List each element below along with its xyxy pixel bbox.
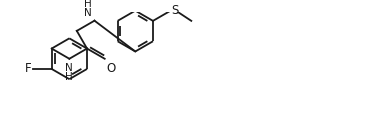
Text: O: O: [106, 62, 115, 75]
Text: F: F: [25, 62, 31, 75]
Text: N
H: N H: [65, 63, 73, 82]
Text: H
N: H N: [84, 0, 92, 18]
Text: S: S: [171, 4, 179, 17]
